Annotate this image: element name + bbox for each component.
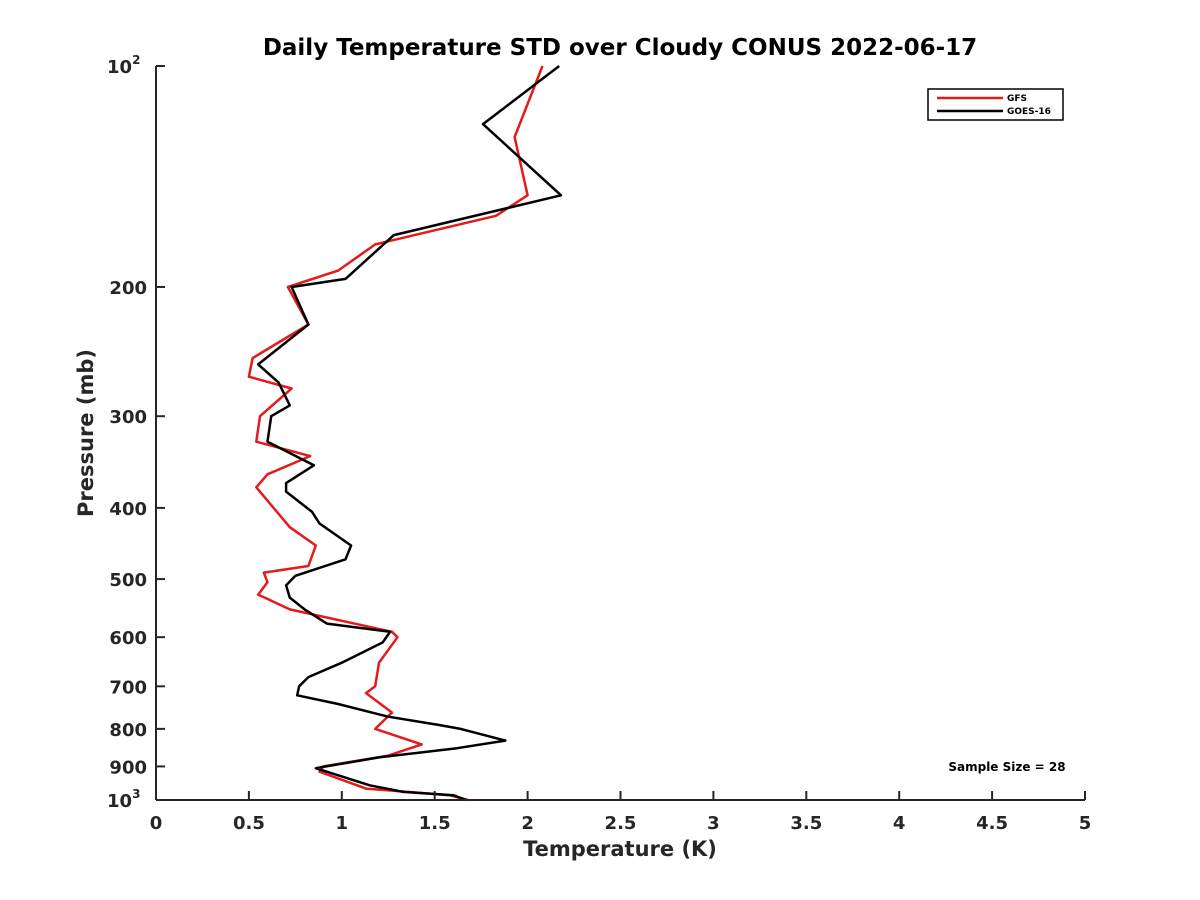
x-tick-label: 1 xyxy=(336,813,349,834)
x-axis-label: Temperature (K) xyxy=(523,837,717,861)
x-tick-label: 5 xyxy=(1079,813,1092,834)
y-tick-label: 300 xyxy=(109,407,147,428)
legend-label-gfs: GFS xyxy=(1007,94,1027,104)
x-tick-label: 0.5 xyxy=(233,813,265,834)
legend-box xyxy=(927,88,1064,121)
x-tick-label: 4 xyxy=(893,813,906,834)
y-tick-label: 500 xyxy=(109,570,147,591)
y-tick-label: 200 xyxy=(109,278,147,299)
series-line-gfs xyxy=(247,65,544,802)
chart-title: Daily Temperature STD over Cloudy CONUS … xyxy=(263,35,977,61)
y-tick-label: 900 xyxy=(109,757,147,778)
y-tick-label: 400 xyxy=(109,499,147,520)
x-tick-label: 0 xyxy=(150,813,163,834)
y-tick-label: 103 xyxy=(107,787,140,812)
x-axis-ticks: 0 0.5 1 1.5 2 2.5 3 3.5 4 4.5 5 xyxy=(150,791,1092,834)
y-tick-label: 800 xyxy=(109,720,147,741)
series-line-goes16 xyxy=(256,65,563,802)
x-tick-label: 2.5 xyxy=(605,813,637,834)
legend: GFS GOES-16 xyxy=(927,88,1064,121)
x-tick-label: 4.5 xyxy=(976,813,1008,834)
x-tick-label: 3.5 xyxy=(790,813,822,834)
x-tick-label: 2 xyxy=(521,813,534,834)
sample-size-annotation: Sample Size = 28 xyxy=(948,760,1065,774)
y-axis-label: Pressure (mb) xyxy=(74,349,98,517)
series-layer xyxy=(247,65,563,802)
plot-area: 0 0.5 1 1.5 2 2.5 3 3.5 4 4.5 5 1 0 2 200 300 400 500 600… xyxy=(107,53,1091,834)
y-tick-label: 600 xyxy=(109,628,147,649)
x-tick-label: 1.5 xyxy=(419,813,451,834)
x-tick-label: 3 xyxy=(707,813,720,834)
y-tick-label: 700 xyxy=(109,677,147,698)
legend-label-goes16: GOES-16 xyxy=(1007,107,1051,117)
